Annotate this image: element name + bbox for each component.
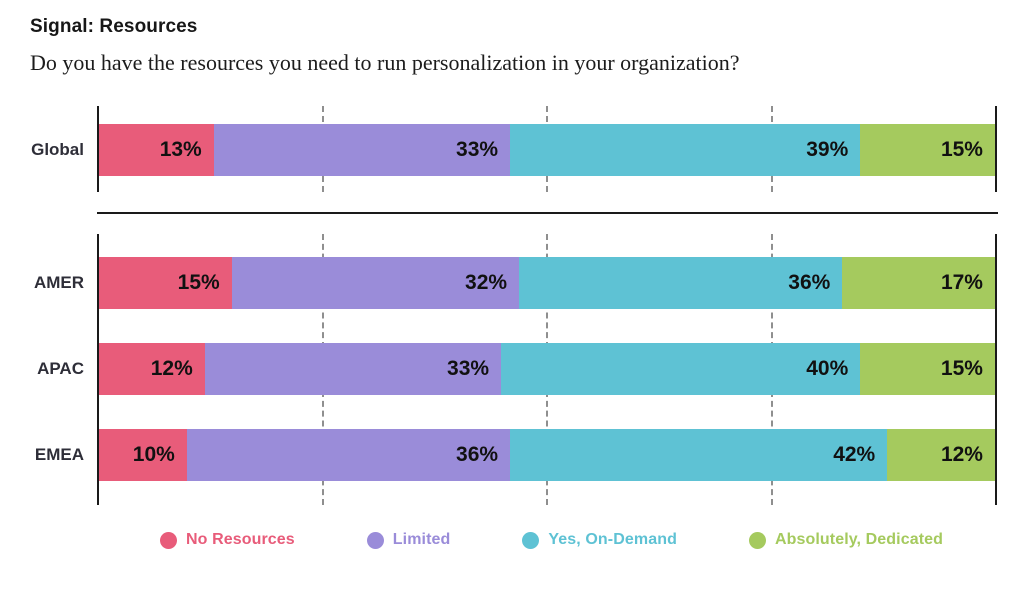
segment-no-resources: 10% bbox=[97, 429, 187, 481]
segment-value: 12% bbox=[940, 443, 983, 466]
section-divider bbox=[97, 212, 998, 214]
segment-limited: 33% bbox=[204, 343, 502, 395]
legend-label: Limited bbox=[392, 531, 451, 548]
segment-value: 40% bbox=[806, 357, 849, 380]
segment-yes-on-demand: 42% bbox=[510, 429, 888, 481]
chart-legend: No Resources Limited Yes, On-Demand Absolut… bbox=[160, 531, 1004, 549]
segment-yes-on-demand: 36% bbox=[519, 257, 843, 309]
segment-value: 15% bbox=[177, 271, 220, 294]
global-rows: Global 13% 33% 39% 15% bbox=[31, 124, 995, 176]
legend-label: No Resources bbox=[186, 531, 295, 548]
segment-value: 15% bbox=[940, 357, 983, 380]
regions-rows: AMER 15% 32% 36% 17% APAC 12% 33% 40% 15% EMEA 10% 3… bbox=[34, 257, 995, 481]
global-chart-section: Global 13% 33% 39% 15% bbox=[31, 106, 997, 192]
bar-track: 13% 33% 39% 15% bbox=[97, 124, 995, 176]
regions-axis-left bbox=[97, 234, 99, 505]
segment-yes-on-demand: 40% bbox=[501, 343, 861, 395]
category-label: Global bbox=[31, 140, 84, 159]
bar-row-apac: APAC 12% 33% 40% 15% bbox=[37, 343, 995, 395]
segment-limited: 36% bbox=[186, 429, 511, 481]
segment-no-resources: 12% bbox=[97, 343, 205, 395]
segment-value: 36% bbox=[456, 443, 499, 466]
segment-limited: 33% bbox=[213, 124, 511, 176]
bar-row-emea: EMEA 10% 36% 42% 12% bbox=[35, 429, 995, 481]
segment-no-resources: 15% bbox=[97, 257, 232, 309]
legend-dot-icon bbox=[748, 531, 766, 549]
page-title: Signal: Resources bbox=[30, 16, 198, 37]
bar-track: 12% 33% 40% 15% bbox=[97, 343, 995, 395]
legend-dot-icon bbox=[522, 531, 540, 549]
segment-value: 39% bbox=[806, 138, 849, 161]
segment-value: 32% bbox=[465, 271, 508, 294]
legend-item-yes-on-demand: Yes, On-Demand bbox=[522, 531, 677, 549]
segment-value: 42% bbox=[833, 443, 876, 466]
report-page: Signal: Resources Do you have the resour… bbox=[30, 16, 1004, 549]
survey-question: Do you have the resources you need to ru… bbox=[30, 50, 740, 75]
bar-track: 15% 32% 36% 17% bbox=[97, 257, 995, 309]
segment-absolutely-dedicated: 15% bbox=[860, 343, 995, 395]
segment-yes-on-demand: 39% bbox=[510, 124, 861, 176]
legend-item-limited: Limited bbox=[366, 531, 451, 549]
segment-absolutely-dedicated: 12% bbox=[887, 429, 995, 481]
bar-row-global: Global 13% 33% 39% 15% bbox=[31, 124, 995, 176]
segment-value: 15% bbox=[940, 138, 983, 161]
segment-absolutely-dedicated: 17% bbox=[842, 257, 995, 309]
regions-axis-right bbox=[995, 234, 997, 505]
segment-no-resources: 13% bbox=[97, 124, 214, 176]
segment-absolutely-dedicated: 15% bbox=[860, 124, 995, 176]
segment-limited: 32% bbox=[231, 257, 520, 309]
regions-chart-section: AMER 15% 32% 36% 17% APAC 12% 33% 40% 15% EMEA 10% 3… bbox=[34, 234, 997, 505]
category-label: APAC bbox=[37, 359, 84, 378]
global-axis-left bbox=[97, 106, 99, 192]
segment-value: 13% bbox=[159, 138, 202, 161]
legend-item-no-resources: No Resources bbox=[160, 531, 295, 549]
segment-value: 12% bbox=[150, 357, 193, 380]
segment-value: 33% bbox=[456, 138, 499, 161]
legend-dot-icon bbox=[160, 531, 177, 549]
legend-item-absolutely-dedicated: Absolutely, Dedicated bbox=[748, 531, 944, 549]
category-label: AMER bbox=[33, 273, 84, 292]
segment-value: 17% bbox=[940, 271, 983, 294]
bar-track: 10% 36% 42% 12% bbox=[97, 429, 995, 481]
segment-value: 36% bbox=[788, 271, 831, 294]
legend-dot-icon bbox=[366, 531, 384, 549]
stacked-bar-chart: Global 13% 33% 39% 15% AMER 15% 32% 36% 17% APAC 1… bbox=[31, 106, 1004, 549]
segment-value: 10% bbox=[132, 443, 175, 466]
legend-label: Yes, On-Demand bbox=[548, 531, 677, 548]
bar-row-amer: AMER 15% 32% 36% 17% bbox=[34, 257, 995, 309]
category-label: EMEA bbox=[34, 445, 84, 464]
segment-value: 33% bbox=[447, 357, 490, 380]
legend-label: Absolutely, Dedicated bbox=[774, 531, 944, 548]
global-axis-right bbox=[995, 106, 997, 192]
